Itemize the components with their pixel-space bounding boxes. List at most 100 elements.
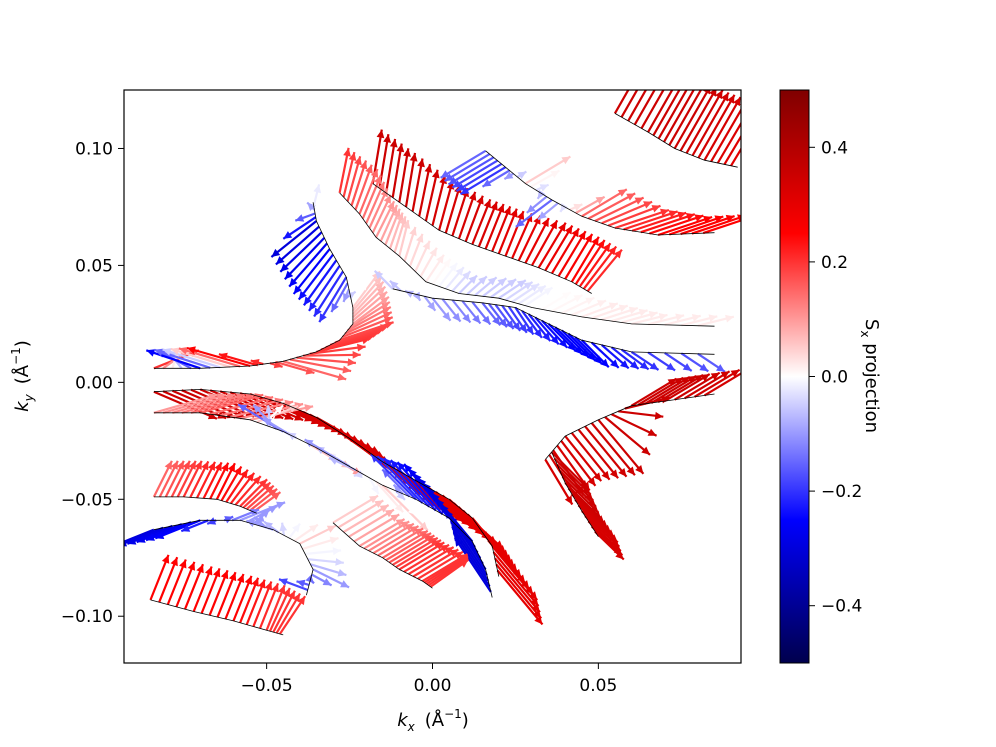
quiver-arrow-head xyxy=(615,551,624,560)
quiver-arrow-head xyxy=(146,533,155,541)
quiver-arrow-head xyxy=(530,283,540,292)
quiver-arrow xyxy=(451,159,499,189)
quiver-arrow-head xyxy=(657,58,664,67)
quiver-arrow xyxy=(623,210,678,231)
quiver-arrow xyxy=(684,370,731,400)
quiver-arrow-head xyxy=(187,346,196,354)
quiver-arrow-head xyxy=(760,106,768,115)
quiver-arrow xyxy=(270,220,318,258)
quiver-arrow-head xyxy=(343,147,351,157)
quiver-arrow-head xyxy=(650,54,657,63)
quiver-arrow xyxy=(657,90,688,140)
quiver-arrow-head xyxy=(155,531,165,539)
quiver-arrow-head xyxy=(295,214,305,222)
quiver-arrow xyxy=(703,372,741,397)
band-center-arc-arrows xyxy=(338,147,735,327)
quiver-arrow xyxy=(578,242,612,288)
quiver-arrow xyxy=(664,373,711,403)
quiver-arrow xyxy=(358,168,379,215)
quiver-arrow-head xyxy=(538,211,547,220)
quiver-arrow-head xyxy=(512,322,521,331)
quiver-arrow-head xyxy=(740,369,741,371)
quiver-arrow-head xyxy=(561,156,571,165)
quiver-arrow xyxy=(564,482,602,520)
quiver-arrow-head xyxy=(600,358,609,368)
quiver-arrow-head xyxy=(284,399,294,408)
quiver-arrow-head xyxy=(268,488,278,497)
quiver-arrow-head xyxy=(375,281,384,291)
quiver-arrow-head xyxy=(694,375,704,383)
quiver-arrow-head xyxy=(409,152,418,162)
band-center-lower-line xyxy=(392,288,715,355)
band-left-low-line xyxy=(153,412,493,598)
quiver-arrow xyxy=(649,214,704,235)
quiver-arrow-head xyxy=(647,428,657,436)
quiver-arrow-head xyxy=(444,547,454,555)
quiver-arrow-head xyxy=(654,411,664,420)
quiver-arrow-head xyxy=(378,291,388,300)
quiver-arrow-head xyxy=(284,270,294,280)
quiver-arrow-head xyxy=(416,233,424,243)
quiver-arrow-head xyxy=(643,201,653,209)
quiver-arrow-head xyxy=(542,332,551,342)
quiver-arrow-head xyxy=(383,134,391,143)
quiver-arrow-head xyxy=(626,193,636,201)
quiver-arrow-head xyxy=(326,525,336,533)
quiver-arrow xyxy=(229,400,294,419)
quiver-arrow-head xyxy=(564,495,573,505)
quiver-arrow-head xyxy=(578,231,586,241)
y-tick-label: −0.05 xyxy=(61,490,113,510)
quiver-arrow xyxy=(574,498,612,534)
quiver-arrow-head xyxy=(214,462,222,472)
quiver-arrow-head xyxy=(539,164,549,172)
quiver-arrow-head xyxy=(244,575,253,585)
quiver-arrow xyxy=(385,138,397,194)
colorbar-label: Sx projection xyxy=(858,319,882,433)
quiver-arrow-head xyxy=(628,306,638,315)
quiver-arrow-head xyxy=(393,208,401,218)
quiver-arrow xyxy=(175,561,196,608)
quiver-arrow-head xyxy=(452,312,461,322)
quiver-arrow-head xyxy=(709,90,717,97)
quiver-arrow-head xyxy=(571,228,579,238)
quiver-arrow-head xyxy=(359,281,368,291)
quiver-arrow-head xyxy=(700,374,710,382)
quiver-arrow xyxy=(343,504,390,533)
quiver-arrow-head xyxy=(384,509,394,518)
quiver-arrow-head xyxy=(716,364,725,372)
quiver-arrow-head xyxy=(124,539,128,547)
quiver-arrow xyxy=(492,551,540,607)
band-left-low-arrows xyxy=(153,393,492,593)
quiver-arrow xyxy=(296,356,356,365)
quiver-arrow-head xyxy=(519,323,527,333)
quiver-arrow-head xyxy=(440,170,450,178)
quiver-arrows xyxy=(124,54,768,635)
quiver-arrow-head xyxy=(510,208,518,218)
quiver-arrow xyxy=(162,393,227,414)
quiver-arrow-head xyxy=(265,485,274,494)
band-right-chevron-line xyxy=(544,393,715,460)
quiver-arrow-head xyxy=(287,590,295,600)
quiver-arrow-head xyxy=(268,506,278,514)
quiver-arrow-head xyxy=(677,69,684,78)
quiver-arrow-head xyxy=(687,76,694,85)
quiver-arrow xyxy=(560,440,597,487)
quiver-arrow xyxy=(564,435,603,482)
quiver-arrow xyxy=(309,345,366,355)
quiver-arrow-head xyxy=(264,405,273,414)
band-bottom-left-2-line xyxy=(153,519,314,596)
quiver-arrow-head xyxy=(682,363,692,371)
quiver-arrow-head xyxy=(708,314,718,322)
quiver-arrow-head xyxy=(609,469,619,479)
quiver-arrow-head xyxy=(408,468,417,478)
colorbar-tick-label: 0.4 xyxy=(821,138,848,158)
quiver-arrow xyxy=(561,476,600,514)
quiver-arrow-head xyxy=(403,148,411,157)
quiver-arrow-head xyxy=(478,276,487,285)
quiver-arrow-head xyxy=(516,280,526,288)
y-axis-label: ky(Å−1) xyxy=(9,340,36,412)
quiver-arrow-head xyxy=(460,186,470,195)
x-tick-label: 0.05 xyxy=(579,676,617,696)
quiver-arrow-head xyxy=(381,307,391,315)
quiver-arrow xyxy=(396,461,444,516)
